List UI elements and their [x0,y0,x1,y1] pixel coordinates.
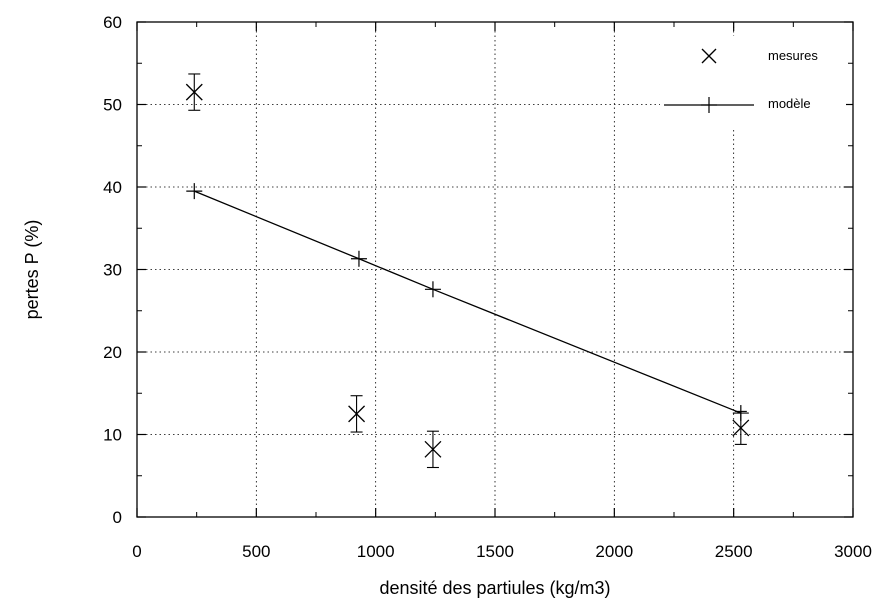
measurement-point [732,419,750,437]
model-point [186,183,203,200]
legend: mesures modèle [660,36,846,128]
measurement-point [424,440,442,458]
legend-label: modèle [768,96,811,111]
grid [137,22,853,517]
y-tick-label: 50 [103,96,122,115]
y-tick-label: 40 [103,178,122,197]
legend-background [660,36,846,128]
y-tick-label: 0 [113,508,122,527]
model-point [732,405,749,422]
y-tick-label: 20 [103,343,122,362]
x-tick-label: 1000 [357,542,395,561]
y-axis-title: pertes P (%) [22,220,42,320]
x-tick-label: 2500 [715,542,753,561]
y-tick-label: 10 [103,426,122,445]
x-tick-labels: 0 500 1000 1500 2000 2500 3000 [132,542,872,561]
measurement-point [348,405,366,423]
legend-swatch-plus [701,97,717,113]
y-tick-labels: 0 10 20 30 40 50 60 [103,13,122,527]
legend-swatch-x [701,48,717,64]
model-point [350,250,367,267]
x-tick-label: 500 [242,542,270,561]
y-tick-label: 60 [103,13,122,32]
model-point [424,281,441,298]
measurement-point [185,83,203,101]
model-line [194,190,742,414]
x-tick-label: 1500 [476,542,514,561]
plot-frame [136,21,854,518]
legend-label: mesures [768,48,818,63]
y-tick-label: 30 [103,261,122,280]
series [185,73,750,469]
x-tick-label: 2000 [595,542,633,561]
x-axis-title: densité des partiules (kg/m3) [379,578,610,598]
x-tick-label: 3000 [834,542,872,561]
x-tick-label: 0 [132,542,141,561]
